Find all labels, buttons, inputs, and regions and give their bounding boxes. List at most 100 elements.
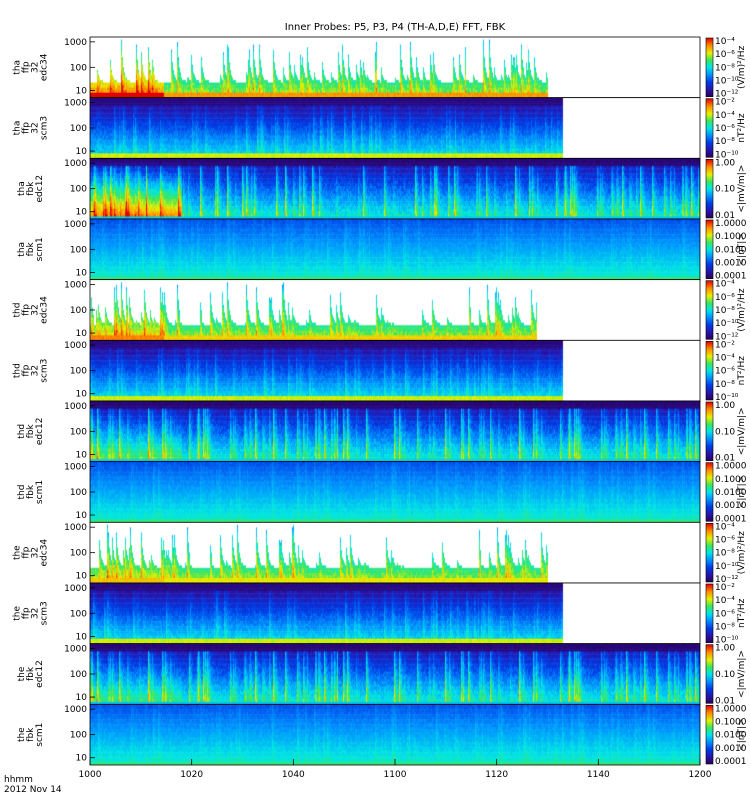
y-axis-label: thefbkedc12 xyxy=(17,660,45,688)
spectrogram-tha-fbk-edc12 xyxy=(90,158,700,219)
spectrogram-tha-ffp-32-edc34 xyxy=(90,37,700,98)
colorbar xyxy=(705,462,714,522)
colorbar-tick-label: 1.00 xyxy=(715,158,735,168)
y-tick-label: 100 xyxy=(70,670,87,680)
y-tick-label: 10 xyxy=(76,693,88,703)
panel-the-ffp-32-edc34: 1000 100 10 theffp32edc34 10⁻⁴ 10⁻⁶ 10⁻⁸ 10⁻¹⁰ 1… xyxy=(13,521,747,585)
x-tick-label: 1140 xyxy=(587,770,610,780)
panel-the-fbk-edc12: 1000 100 10 thefbkedc12 1.00 0.10 0.01<|mV/m|> xyxy=(17,643,747,706)
colorbar xyxy=(705,341,714,401)
colorbar-tick-label: 0.01 xyxy=(715,696,735,706)
colorbar-tick-label: 0.0100 xyxy=(715,488,747,498)
y-tick-label: 100 xyxy=(70,549,87,559)
panel-the-ffp-32-scm3: 1000 100 10 theffp32scm3 10⁻² 10⁻⁴ 10⁻⁶ 10⁻⁸ 10⁻… xyxy=(13,582,747,646)
y-tick-label: 1000 xyxy=(64,584,87,594)
y-axis-label: theffp32edc34 xyxy=(13,539,50,567)
y-tick-label: 10 xyxy=(76,268,88,278)
colorbar-tick-label: 10⁻⁴ xyxy=(715,522,735,532)
colorbar-tick-label: 10⁻¹² xyxy=(715,90,739,100)
colorbar-label: nT²/Hz xyxy=(737,356,747,386)
panel-thd-ffp-32-scm3: 1000 100 10 thdffp32scm3 10⁻² 10⁻⁴ 10⁻⁶ 10⁻⁸ 10⁻… xyxy=(13,339,747,403)
colorbar-tick-label: 0.0001 xyxy=(715,757,747,767)
y-tick-label: 100 xyxy=(70,245,87,255)
colorbar-tick-label: 0.1000 xyxy=(715,475,747,485)
colorbar-tick-label: 0.0010 xyxy=(715,501,747,511)
time-axis-label: hhmm xyxy=(4,775,33,785)
colorbar-tick-label: 10⁻¹⁰ xyxy=(715,150,739,160)
colorbar-tick-label: 1.00 xyxy=(715,401,735,411)
y-tick-label: 10 xyxy=(76,632,88,642)
colorbar-tick-label: 10⁻² xyxy=(715,340,735,350)
chart-title: Inner Probes: P5, P3, P4 (TH-A,D,E) FFT,… xyxy=(285,22,506,33)
y-tick-label: 1000 xyxy=(64,645,87,655)
colorbar-tick-label: 0.0001 xyxy=(715,272,747,282)
y-tick-label: 10 xyxy=(76,390,88,400)
colorbar-tick-label: 10⁻⁸ xyxy=(715,623,735,633)
spectrogram-thd-fbk-scm1 xyxy=(90,461,700,523)
colorbar-tick-label: 0.0001 xyxy=(715,514,747,524)
y-tick-label: 100 xyxy=(70,185,87,195)
x-tick-label: 1040 xyxy=(282,770,305,780)
colorbar-label: nT²/Hz xyxy=(737,113,747,143)
y-tick-label: 1000 xyxy=(64,705,87,715)
x-tick-label: 1120 xyxy=(485,770,508,780)
y-tick-label: 1000 xyxy=(64,159,87,169)
colorbar-tick-label: 10⁻¹² xyxy=(715,575,739,585)
colorbar-tick-label: 0.1000 xyxy=(715,232,747,242)
y-axis-label: thafbkscm1 xyxy=(17,237,45,261)
colorbar xyxy=(705,219,714,279)
y-tick-label: 1000 xyxy=(64,281,87,291)
y-tick-label: 1000 xyxy=(64,463,87,473)
colorbar-label: nT²/Hz xyxy=(737,598,747,628)
panel-tha-ffp-32-edc34: 1000 100 10 thaffp32edc34 10⁻⁴ 10⁻⁶ 10⁻⁸ 10⁻¹⁰ 1… xyxy=(13,36,747,100)
colorbar-tick-label: 0.10 xyxy=(715,427,735,437)
y-tick-label: 10 xyxy=(76,450,88,460)
y-axis-label: thdfbkscm1 xyxy=(17,480,45,504)
colorbar-tick-label: 10⁻² xyxy=(715,583,735,593)
y-tick-label: 100 xyxy=(70,306,87,316)
colorbar-tick-label: 1.0000 xyxy=(715,219,747,229)
x-tick-label: 1000 xyxy=(79,770,102,780)
y-tick-label: 100 xyxy=(70,609,87,619)
colorbar-tick-label: 10⁻⁶ xyxy=(715,367,735,377)
panel-thd-ffp-32-edc34: 1000 100 10 thdffp32edc34 10⁻⁴ 10⁻⁶ 10⁻⁸ 10⁻¹⁰ 1… xyxy=(13,279,747,342)
colorbar xyxy=(705,98,714,158)
y-tick-label: 100 xyxy=(70,124,87,134)
colorbar-tick-label: 10⁻⁸ xyxy=(715,63,735,73)
colorbar-tick-label: 10⁻⁴ xyxy=(715,280,735,290)
time-axis: 1000 1020 1040 1100 1120 1140 1200 xyxy=(79,759,712,780)
y-tick-label: 10 xyxy=(76,572,88,582)
spectrogram-the-fbk-scm1 xyxy=(90,704,700,765)
panel-thd-fbk-edc12: 1000 100 10 thdfbkedc12 1.00 0.10 0.01<|mV/m|> xyxy=(17,400,747,464)
colorbar-tick-label: 1.0000 xyxy=(715,704,747,714)
spectrogram-the-ffp-32-scm3 xyxy=(90,583,700,644)
y-axis-label: thaffp32scm3 xyxy=(13,116,50,140)
y-tick-label: 100 xyxy=(70,427,87,437)
spectrogram-tha-fbk-scm1 xyxy=(90,219,700,280)
colorbar-label: <|nT|> xyxy=(737,233,747,265)
colorbar-label: <|mV/m|> xyxy=(737,407,747,455)
colorbar-tick-label: 0.0010 xyxy=(715,744,747,754)
y-tick-label: 1000 xyxy=(64,38,87,48)
colorbar-tick-label: 0.1000 xyxy=(715,718,747,728)
colorbar-tick-label: 1.00 xyxy=(715,644,735,654)
y-tick-label: 1000 xyxy=(64,99,87,109)
colorbar-tick-label: 0.0100 xyxy=(715,731,747,741)
colorbar xyxy=(705,401,714,461)
colorbar-tick-label: 10⁻⁶ xyxy=(715,609,735,619)
y-tick-label: 100 xyxy=(70,63,87,73)
panel-tha-fbk-edc12: 1000 100 10 thafbkedc12 1.00 0.10 0.01<|mV/m|> xyxy=(17,157,747,221)
colorbar-tick-label: 0.01 xyxy=(715,454,735,464)
colorbar-tick-label: 10⁻¹⁰ xyxy=(715,319,739,329)
colorbar-tick-label: 10⁻⁴ xyxy=(715,37,735,47)
colorbar-label: <|mV/m|> xyxy=(737,650,747,698)
y-axis-label: thaffp32edc34 xyxy=(13,53,50,81)
colorbar-tick-label: 10⁻⁸ xyxy=(715,549,735,559)
colorbar-tick-label: 0.10 xyxy=(715,670,735,680)
colorbar-label: (V/m)²/Hz xyxy=(737,531,747,574)
colorbar-tick-label: 10⁻¹² xyxy=(715,332,739,342)
spectrogram-tha-ffp-32-scm3 xyxy=(90,97,700,159)
colorbar-tick-label: 10⁻⁴ xyxy=(715,354,735,364)
y-tick-label: 1000 xyxy=(64,402,87,412)
spectrogram-the-ffp-32-edc34 xyxy=(90,522,700,583)
